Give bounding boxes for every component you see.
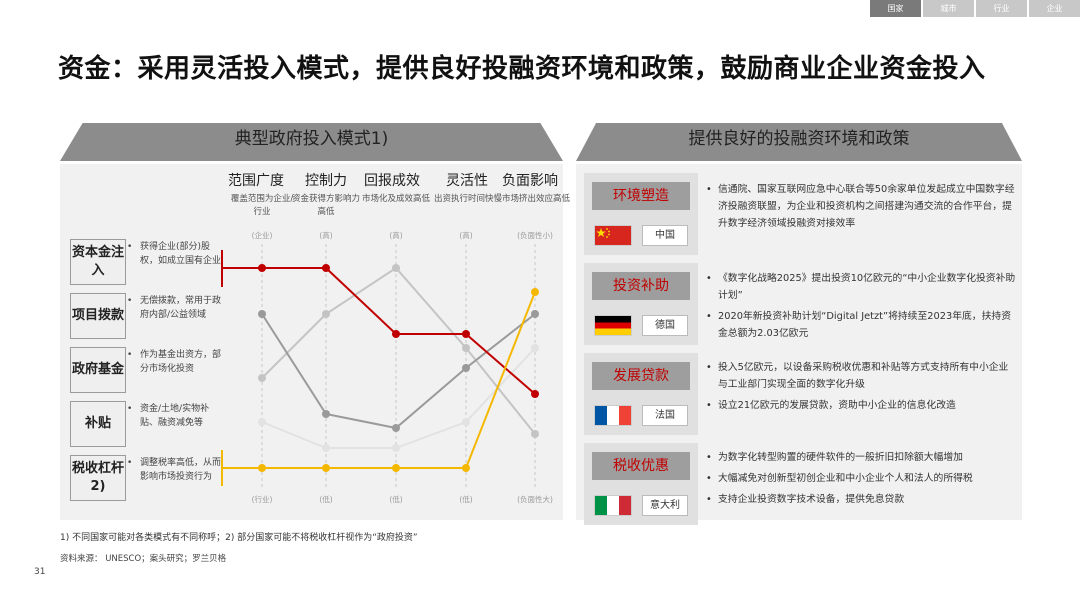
left-section-banner: 典型政府投入模式1) [60,123,563,161]
column-sub-control: 资金获得方影响力高低 [291,194,360,217]
policy-bullet: 2020年新投资补助计划“Digital Jetzt”将持续至2023年底，扶持… [706,308,1016,342]
policy-block-italy: 税收优惠 意大利 [584,443,698,525]
policy-title: 环境塑造 [592,182,690,210]
policy-block-china: 环境塑造 中国 [584,173,698,255]
italy-flag-icon [594,495,632,516]
data-point [322,310,330,318]
column-sub-negative: 市场挤出效应高低 [501,194,570,204]
germany-flag-icon [594,315,632,336]
data-point [462,330,470,338]
row-label-government-fund: 政府基金 [70,347,126,393]
row-desc-equity-injection: 获得企业(部分)股权，如成立国有企业 [127,240,223,268]
data-point [462,344,470,352]
axis-bottom-label: (低) [319,494,332,504]
policy-bullet: 大幅减免对创新型初创企业和中小企业个人和法人的所得税 [706,470,1016,487]
data-point [258,310,266,318]
row-label-project-grant: 项目拨款 [70,293,126,339]
column-title-control: 控制力 [305,173,347,189]
france-flag-icon [594,405,632,426]
policy-bullet: 为数字化转型购置的硬件软件的一般折旧扣除额大幅增加 [706,449,1016,466]
data-point [531,430,539,438]
row-desc-tax-lever: 调整税率高低，从而影响市场投资行为 [127,456,223,484]
policy-block-france: 发展贷款 法国 [584,353,698,435]
policy-bullet: 支持企业投资数字技术设备，提供免息贷款 [706,491,1016,508]
policy-block-germany: 投资补助 德国 [584,263,698,345]
section-nav: 国家 城市 行业 企业 [868,0,1080,17]
data-point [392,330,400,338]
column-title-negative: 负面影响 [502,173,558,189]
policy-bullet: 《数字化战略2025》提出投资10亿欧元的“中小企业数字化投资补助计划” [706,270,1016,304]
axis-bottom-label: (负面性大) [517,494,553,504]
data-point [531,344,539,352]
data-point [322,264,330,272]
data-point [322,464,330,472]
nav-tab-city[interactable]: 城市 [923,0,974,17]
country-label: 意大利 [642,495,688,516]
data-point [462,364,470,372]
data-point [392,424,400,432]
axis-top-label: (高) [459,230,472,240]
column-sub-flexibility: 出资执行时间快慢 [433,194,502,204]
data-point [531,288,539,296]
data-point [258,264,266,272]
axis-bottom-label: (行业) [252,494,273,504]
row-desc-subsidy: 资金/土地/实物补贴、融资减免等 [127,402,223,430]
policy-title: 税收优惠 [592,452,690,480]
data-point [392,264,400,272]
footnote: 1) 不同国家可能对各类模式有不同称呼；2) 部分国家可能不将税收杠杆视作为“政… [60,533,418,543]
country-label: 法国 [642,405,688,426]
policy-bullets-italy: 为数字化转型购置的硬件软件的一般折旧扣除额大幅增加 大幅减免对创新型初创企业和中… [706,449,1016,512]
data-point [531,390,539,398]
china-flag-icon [594,225,632,246]
data-point [392,444,400,452]
data-point [322,444,330,452]
policy-title: 投资补助 [592,272,690,300]
data-point [462,464,470,472]
data-point [392,464,400,472]
row-desc-government-fund: 作为基金出资方，部分市场化投资 [127,348,223,376]
nav-tab-industry[interactable]: 行业 [976,0,1027,17]
row-label-equity-injection: 资本金注入 [70,239,126,285]
column-sub-scope: 覆盖范围为企业/行业 [230,194,294,217]
row-label-tax-lever: 税收杠杆2) [70,455,126,501]
data-point [258,374,266,382]
policy-bullets-france: 投入5亿欧元，以设备采购税收优惠和补贴等方式支持所有中小企业与工业部门实现全面的… [706,359,1016,418]
axis-bottom-label: (低) [389,494,402,504]
column-title-scope: 范围广度 [228,173,284,189]
column-title-flexibility: 灵活性 [446,173,488,189]
axis-top-label: (高) [319,230,332,240]
policy-bullet: 设立21亿欧元的发展贷款，资助中小企业的信息化改造 [706,397,1016,414]
axis-bottom-label: (低) [459,494,472,504]
country-label: 德国 [642,315,688,336]
column-sub-return: 市场化及成效高低 [361,194,430,204]
policy-bullets-germany: 《数字化战略2025》提出投资10亿欧元的“中小企业数字化投资补助计划” 202… [706,270,1016,346]
series-line [262,291,536,469]
series-line [261,266,536,435]
right-section-banner: 提供良好的投融资环境和政策 [576,123,1022,161]
row-desc-project-grant: 无偿拨款，常用于政府内部/公益领域 [127,294,223,322]
nav-tab-enterprise[interactable]: 企业 [1029,0,1080,17]
column-title-return: 回报成效 [364,173,420,189]
page-title: 资金：采用灵活投入模式，提供良好投融资环境和政策，鼓励商业企业资金投入 [58,54,986,84]
country-label: 中国 [642,225,688,246]
axis-top-label: (负面性小) [517,230,553,240]
data-point [258,464,266,472]
row-label-subsidy: 补贴 [70,401,126,447]
data-point [322,410,330,418]
policy-bullets-china: 信通院、国家互联网应急中心联合等50余家单位发起成立中国数字经济投融资联盟，为企… [706,181,1016,236]
policy-bullet: 信通院、国家互联网应急中心联合等50余家单位发起成立中国数字经济投融资联盟，为企… [706,181,1016,232]
source-note: 资料来源： UNESCO；案头研究；罗兰贝格 [60,554,227,564]
policy-bullet: 投入5亿欧元，以设备采购税收优惠和补贴等方式支持所有中小企业与工业部门实现全面的… [706,359,1016,393]
nav-tab-country[interactable]: 国家 [870,0,921,17]
policy-title: 发展贷款 [592,362,690,390]
axis-top-label: (高) [389,230,402,240]
page-number: 31 [34,567,46,577]
data-point [531,310,539,318]
data-point [258,418,266,426]
axis-top-label: (企业) [252,230,273,240]
data-point [462,418,470,426]
